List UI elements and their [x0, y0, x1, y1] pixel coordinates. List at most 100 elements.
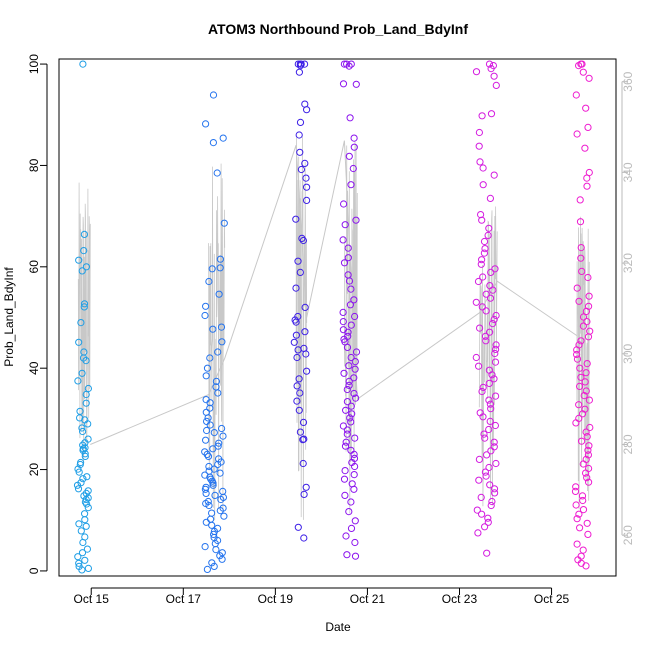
data-point	[577, 244, 585, 252]
data-point	[490, 438, 498, 446]
data-point	[202, 372, 210, 380]
data-point	[485, 396, 493, 404]
data-point	[340, 200, 348, 208]
data-point	[575, 401, 583, 409]
data-point	[478, 256, 486, 264]
data-point	[80, 230, 89, 238]
data-point	[345, 152, 353, 160]
data-point	[578, 492, 587, 500]
data-point	[203, 417, 211, 425]
data-point	[295, 406, 303, 414]
data-point	[576, 524, 584, 532]
data-point	[210, 530, 218, 539]
data-point	[486, 194, 494, 202]
data-point	[492, 459, 500, 468]
data-point	[585, 292, 593, 300]
data-point	[302, 483, 310, 491]
data-point	[486, 400, 494, 408]
data-point	[491, 489, 499, 497]
data-point	[351, 312, 359, 321]
data-point	[339, 80, 348, 88]
data-point	[583, 474, 591, 482]
data-point	[299, 459, 307, 468]
data-point	[577, 559, 585, 567]
data-point	[584, 451, 593, 459]
data-point	[472, 298, 480, 306]
data-point	[351, 517, 359, 525]
data-point	[583, 433, 591, 441]
data-point	[301, 159, 309, 167]
data-point	[347, 60, 355, 68]
data-point	[584, 446, 592, 454]
data-point	[302, 350, 310, 358]
data-point	[294, 257, 302, 265]
data-point	[77, 527, 85, 535]
data-point	[345, 277, 354, 285]
data-point	[475, 128, 483, 137]
data-point	[582, 428, 590, 436]
data-point	[573, 346, 581, 354]
data-point	[220, 219, 228, 227]
data-point	[347, 285, 355, 293]
data-point	[79, 475, 87, 483]
data-point	[203, 450, 211, 458]
y2-tick-label: 360	[621, 71, 635, 91]
data-point	[78, 566, 86, 574]
data-point	[339, 422, 347, 430]
data-point	[209, 481, 217, 489]
data-point	[482, 472, 490, 480]
data-point	[340, 259, 349, 267]
data-point	[82, 390, 90, 399]
data-point	[340, 475, 349, 483]
data-point	[209, 91, 218, 99]
data-point	[75, 520, 83, 528]
data-point	[350, 485, 358, 493]
data-point	[345, 62, 353, 70]
data-point	[303, 367, 311, 375]
data-point	[74, 377, 82, 385]
data-point	[206, 404, 214, 412]
data-point	[302, 174, 310, 182]
data-point	[294, 523, 302, 531]
data-point	[581, 378, 589, 386]
y-tick-label: 0	[27, 567, 41, 574]
data-point	[82, 357, 90, 365]
data-point	[347, 181, 355, 189]
x-tick-label: Oct 25	[534, 592, 570, 606]
data-point	[345, 377, 353, 385]
data-point	[485, 379, 493, 387]
data-point	[207, 475, 215, 483]
line-series	[77, 136, 590, 521]
data-point	[214, 348, 222, 356]
data-point	[206, 399, 214, 407]
data-point	[482, 337, 490, 345]
data-point	[351, 434, 359, 442]
data-point	[585, 442, 593, 450]
data-point	[583, 174, 591, 182]
data-point	[572, 501, 580, 509]
data-point	[75, 468, 83, 476]
data-point	[341, 338, 349, 346]
data-point	[343, 430, 351, 438]
data-point	[295, 131, 303, 139]
x-tick-label: Oct 23	[442, 592, 478, 606]
y2-tick-label: 340	[621, 162, 635, 182]
data-point	[352, 80, 360, 88]
data-point	[202, 302, 210, 310]
data-point	[478, 387, 486, 396]
data-point	[202, 436, 210, 444]
data-point	[211, 491, 219, 499]
y-tick-label: 100	[27, 54, 41, 74]
data-point	[342, 438, 350, 446]
data-point	[585, 478, 593, 486]
data-point	[485, 60, 494, 68]
data-point	[575, 62, 583, 70]
data-point	[575, 510, 583, 518]
data-point	[482, 307, 490, 315]
data-point	[480, 430, 488, 438]
data-point	[206, 354, 214, 362]
data-point	[475, 142, 483, 150]
data-point	[81, 556, 89, 564]
data-point	[573, 284, 581, 292]
data-point	[343, 385, 351, 394]
